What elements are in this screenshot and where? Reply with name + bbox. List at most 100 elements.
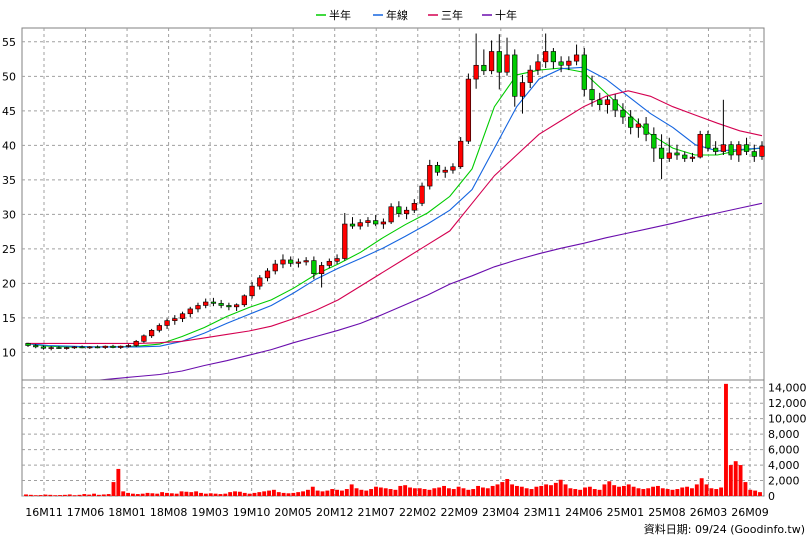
volume-bar	[262, 491, 267, 496]
candle-down-body	[94, 346, 101, 349]
candle	[496, 34, 502, 90]
volume-bar	[587, 486, 592, 496]
price-tick-label: 55	[2, 36, 16, 49]
volume-bar	[135, 494, 140, 496]
volume-bar	[330, 489, 335, 496]
ma-line-十年	[25, 202, 763, 387]
candle	[56, 346, 62, 349]
legend-label: 年線	[386, 8, 408, 22]
candle-down-body	[581, 54, 587, 90]
candle	[419, 182, 425, 207]
candle	[388, 203, 394, 225]
candle-down-body	[628, 116, 634, 128]
candle-up-body	[403, 209, 410, 214]
volume-bar	[485, 488, 490, 496]
volume-bar	[335, 489, 340, 496]
volume-bar	[116, 468, 121, 496]
candle-down-body	[496, 51, 502, 73]
candle-down-body	[226, 305, 232, 308]
candle	[272, 259, 278, 275]
candle-up-body	[473, 64, 479, 80]
candle-up-body	[357, 222, 363, 227]
volume-panel: 14,000 12,000 10,000 8,000 6,000 4,000 2,000 0	[21, 379, 807, 503]
volume-bar	[641, 489, 646, 496]
candle-down-body	[512, 54, 518, 97]
candle	[450, 163, 456, 174]
ma-line-年線	[25, 66, 763, 348]
volume-bar	[675, 489, 680, 496]
candle-up-body	[720, 144, 726, 152]
candle-up-body	[380, 221, 387, 225]
volume-bar	[325, 490, 330, 496]
volume-bar	[544, 484, 549, 496]
volume-bar	[451, 489, 456, 496]
volume-bar	[267, 490, 271, 496]
candle	[334, 254, 340, 265]
volume-bar	[228, 492, 233, 496]
candle	[550, 48, 557, 69]
x-tick-label: 16M11	[25, 506, 63, 519]
candle	[682, 151, 688, 162]
volume-bar	[534, 486, 539, 496]
candle	[697, 130, 703, 159]
candle	[172, 315, 178, 325]
volume-bar	[549, 485, 553, 496]
volume-bar	[252, 492, 257, 496]
volume-bar	[621, 485, 626, 496]
candle-up-body	[172, 318, 178, 321]
volume-tick-label: 6,000	[768, 444, 800, 457]
volume-bar	[480, 487, 485, 496]
candle-down-body	[558, 61, 564, 66]
volume-bar	[690, 488, 694, 496]
candle-up-body	[689, 156, 696, 159]
volume-bar	[359, 489, 364, 496]
volume-bar	[169, 493, 174, 496]
candle-down-body	[288, 259, 294, 264]
candle	[651, 127, 657, 162]
volume-bar	[553, 482, 558, 496]
volume-bar	[651, 486, 656, 496]
volume-bar	[758, 492, 762, 496]
candle	[87, 346, 93, 349]
volume-bar	[48, 494, 53, 496]
candle	[33, 344, 39, 349]
candle-up-body	[527, 69, 533, 83]
candle	[488, 40, 495, 75]
volume-tick-label: 8,000	[768, 428, 800, 441]
price-tick-label: 35	[2, 174, 16, 187]
candle	[512, 49, 518, 107]
volume-bar	[670, 489, 675, 496]
x-tick-label: 24M06	[565, 506, 603, 519]
x-tick-label: 18M01	[108, 506, 146, 519]
candle-up-body	[326, 260, 332, 266]
candle	[427, 159, 433, 190]
price-tick-label: 15	[2, 312, 16, 325]
candle-down-body	[396, 206, 402, 214]
volume-bar	[495, 484, 500, 496]
candle-up-body	[179, 313, 186, 319]
price-tick-label: 20	[2, 277, 16, 290]
volume-bar	[680, 487, 685, 496]
candle	[187, 306, 193, 318]
candle	[25, 342, 31, 347]
volume-bar	[719, 487, 724, 496]
price-tick-label: 45	[2, 105, 16, 118]
volume-bar	[237, 491, 242, 496]
volume-bar	[233, 491, 237, 496]
x-tick-label: 18M08	[150, 506, 188, 519]
candle	[581, 48, 587, 97]
candle	[442, 166, 448, 178]
volume-bar	[296, 492, 301, 496]
volume-bar	[305, 489, 310, 496]
candle-up-body	[488, 51, 495, 72]
candle-up-body	[566, 60, 572, 66]
volume-bar	[602, 484, 607, 496]
volume-bar	[77, 494, 82, 496]
x-tick-label: 26M09	[731, 506, 769, 519]
volume-bar	[573, 489, 578, 496]
candle-up-body	[133, 341, 139, 346]
x-tick-label: 19M10	[233, 506, 271, 519]
volume-bar	[626, 484, 631, 496]
volume-bar	[694, 484, 699, 496]
legend: 半年 年線 三年 十年	[316, 8, 517, 22]
